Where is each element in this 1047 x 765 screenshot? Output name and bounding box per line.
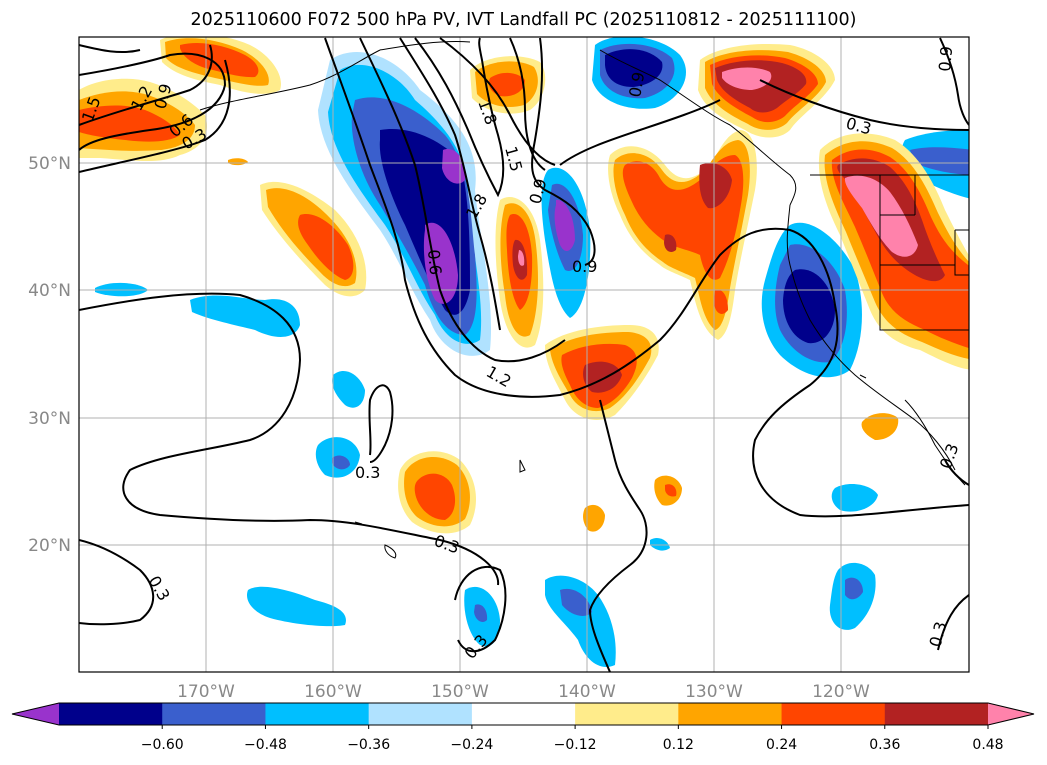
lat-label-20n: 20°N — [28, 536, 71, 556]
colorbar-tick-label: 0.24 — [766, 737, 797, 753]
positive-anomaly-ne — [608, 130, 757, 340]
contour-label: 0.6 — [424, 249, 445, 276]
map-title: 2025110600 F072 500 hPa PV, IVT Landfall… — [190, 10, 857, 30]
positive-anomaly-west-us — [819, 133, 969, 370]
colorbar-segment — [59, 703, 163, 725]
colorbar: −0.60 −0.48 −0.36 −0.24 −0.12 0.12 0.24 0.36 0.4… — [11, 702, 1035, 753]
contour-label: 0.9 — [572, 257, 597, 276]
colorbar-outline — [11, 702, 1035, 726]
colorbar-tick-label: 0.48 — [972, 737, 1003, 753]
colorbar-extend-high — [988, 703, 1034, 725]
colorbar-segment — [884, 703, 989, 725]
lon-label-160w: 160°W — [304, 682, 362, 702]
pv-contours — [79, 37, 969, 672]
positive-anomaly-nw — [79, 37, 281, 162]
filled-contours — [79, 37, 969, 668]
colorbar-tick-label: −0.60 — [141, 737, 184, 753]
colorbar-segment — [368, 703, 473, 725]
colorbar-tick-label: −0.48 — [244, 737, 287, 753]
colorbar-tick-label: −0.12 — [554, 737, 597, 753]
positive-anomaly-ak — [698, 43, 835, 138]
lat-labels: 50°N 40°N 30°N 20°N — [28, 154, 71, 556]
lon-label-120w: 120°W — [812, 682, 870, 702]
colorbar-segment — [575, 703, 679, 725]
colorbar-segment — [678, 703, 783, 725]
lon-label-170w: 170°W — [177, 682, 235, 702]
negative-anomaly-ne — [901, 130, 969, 199]
lat-label-40n: 40°N — [28, 281, 71, 301]
colorbar-segment — [471, 703, 576, 725]
negative-anomaly-mid — [541, 167, 591, 318]
lon-label-130w: 130°W — [685, 682, 743, 702]
positive-anomaly-sc — [545, 325, 659, 420]
positive-anomaly-small — [228, 158, 899, 534]
colorbar-segment — [265, 703, 370, 725]
colorbar-segment — [781, 703, 886, 725]
contour-label: 0.9 — [935, 45, 956, 72]
colorbar-tick-label: 0.12 — [663, 737, 694, 753]
colorbar-segment — [162, 703, 266, 725]
positive-anomaly-w — [260, 181, 367, 297]
coastlines — [199, 41, 969, 559]
contour-label: 0.3 — [355, 463, 380, 482]
lon-label-140w: 140°W — [558, 682, 616, 702]
negative-anomaly-north — [592, 37, 686, 109]
lat-label-50n: 50°N — [28, 154, 71, 174]
lon-label-150w: 150°W — [431, 682, 489, 702]
plot-border — [78, 36, 970, 673]
colorbar-tick-label: 0.36 — [869, 737, 900, 753]
contour-label: 0.9 — [625, 70, 648, 98]
colorbar-extend-low — [12, 703, 59, 725]
lat-label-30n: 30°N — [28, 409, 71, 429]
colorbar-tick-label: −0.36 — [347, 737, 390, 753]
positive-anomaly-c — [495, 196, 544, 348]
gridlines — [79, 37, 969, 672]
lon-labels: 170°W 160°W 150°W 140°W 130°W 120°W — [177, 682, 870, 702]
colorbar-tick-label: −0.24 — [450, 737, 493, 753]
